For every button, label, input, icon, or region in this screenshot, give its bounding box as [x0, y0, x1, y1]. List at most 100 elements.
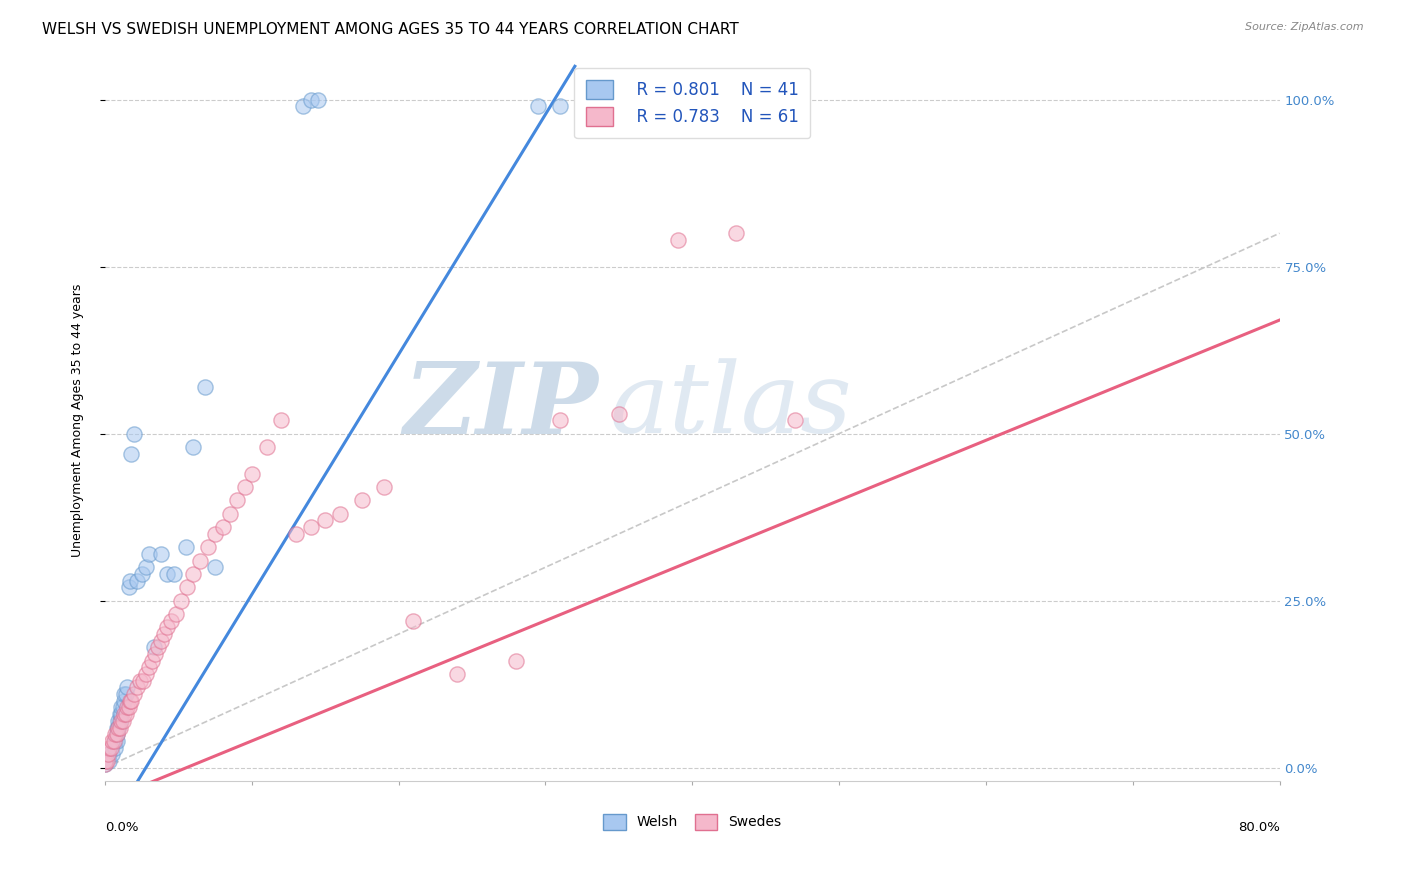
Point	[105, 727, 128, 741]
Point	[204, 560, 226, 574]
Point	[115, 681, 138, 695]
Point	[94, 757, 117, 772]
Point	[108, 721, 131, 735]
Point	[127, 574, 149, 588]
Point	[373, 480, 395, 494]
Point	[163, 566, 186, 581]
Point	[107, 721, 129, 735]
Point	[233, 480, 256, 494]
Text: Source: ZipAtlas.com: Source: ZipAtlas.com	[1246, 22, 1364, 32]
Point	[152, 627, 174, 641]
Point	[240, 467, 263, 481]
Point	[110, 714, 132, 728]
Point	[350, 493, 373, 508]
Point	[527, 99, 550, 113]
Y-axis label: Unemployment Among Ages 35 to 44 years: Unemployment Among Ages 35 to 44 years	[72, 284, 84, 557]
Point	[118, 574, 141, 588]
Point	[141, 654, 163, 668]
Point	[105, 727, 128, 741]
Point	[218, 507, 240, 521]
Point	[131, 566, 153, 581]
Point	[725, 227, 748, 241]
Point	[783, 413, 806, 427]
Point	[96, 754, 118, 768]
Point	[135, 667, 157, 681]
Point	[94, 754, 117, 768]
Legend: Welsh, Swedes: Welsh, Swedes	[598, 808, 787, 835]
Point	[505, 654, 527, 668]
Point	[143, 647, 166, 661]
Point	[149, 633, 172, 648]
Point	[110, 700, 132, 714]
Point	[165, 607, 187, 621]
Point	[101, 734, 124, 748]
Point	[104, 727, 127, 741]
Point	[132, 673, 155, 688]
Point	[146, 640, 169, 655]
Point	[112, 694, 135, 708]
Point	[170, 593, 193, 607]
Point	[124, 687, 146, 701]
Point	[256, 440, 278, 454]
Point	[127, 681, 149, 695]
Point	[402, 614, 425, 628]
Point	[607, 407, 630, 421]
Point	[94, 757, 117, 772]
Point	[107, 721, 129, 735]
Point	[548, 99, 571, 113]
Point	[292, 99, 315, 113]
Point	[181, 440, 204, 454]
Point	[121, 694, 143, 708]
Text: 80.0%: 80.0%	[1237, 821, 1279, 834]
Point	[98, 754, 121, 768]
Point	[104, 734, 127, 748]
Point	[117, 580, 139, 594]
Point	[314, 513, 336, 527]
Point	[307, 93, 329, 107]
Point	[115, 700, 138, 714]
Point	[138, 660, 160, 674]
Point	[114, 687, 136, 701]
Text: 0.0%: 0.0%	[105, 821, 139, 834]
Point	[105, 734, 128, 748]
Point	[204, 526, 226, 541]
Point	[197, 540, 219, 554]
Point	[121, 447, 143, 461]
Point	[284, 526, 307, 541]
Point	[98, 747, 121, 762]
Point	[176, 580, 198, 594]
Point	[112, 687, 135, 701]
Point	[142, 640, 165, 655]
Point	[156, 566, 179, 581]
Point	[149, 547, 172, 561]
Point	[111, 700, 134, 714]
Point	[156, 620, 179, 634]
Point	[98, 740, 121, 755]
Text: atlas: atlas	[610, 359, 853, 453]
Point	[211, 520, 233, 534]
Point	[124, 426, 146, 441]
Point	[105, 721, 128, 735]
Text: WELSH VS SWEDISH UNEMPLOYMENT AMONG AGES 35 TO 44 YEARS CORRELATION CHART: WELSH VS SWEDISH UNEMPLOYMENT AMONG AGES…	[42, 22, 740, 37]
Point	[299, 520, 322, 534]
Point	[190, 553, 212, 567]
Point	[160, 614, 183, 628]
Point	[299, 93, 322, 107]
Point	[97, 747, 120, 762]
Point	[108, 707, 131, 722]
Point	[548, 413, 571, 427]
Point	[107, 714, 129, 728]
Point	[329, 507, 352, 521]
Point	[174, 540, 197, 554]
Text: ZIP: ZIP	[404, 358, 599, 454]
Point	[666, 233, 689, 247]
Point	[135, 560, 157, 574]
Point	[117, 700, 139, 714]
Point	[108, 714, 131, 728]
Point	[103, 734, 125, 748]
Point	[112, 707, 135, 722]
Point	[270, 413, 292, 427]
Point	[111, 714, 134, 728]
Point	[101, 747, 124, 762]
Point	[129, 673, 152, 688]
